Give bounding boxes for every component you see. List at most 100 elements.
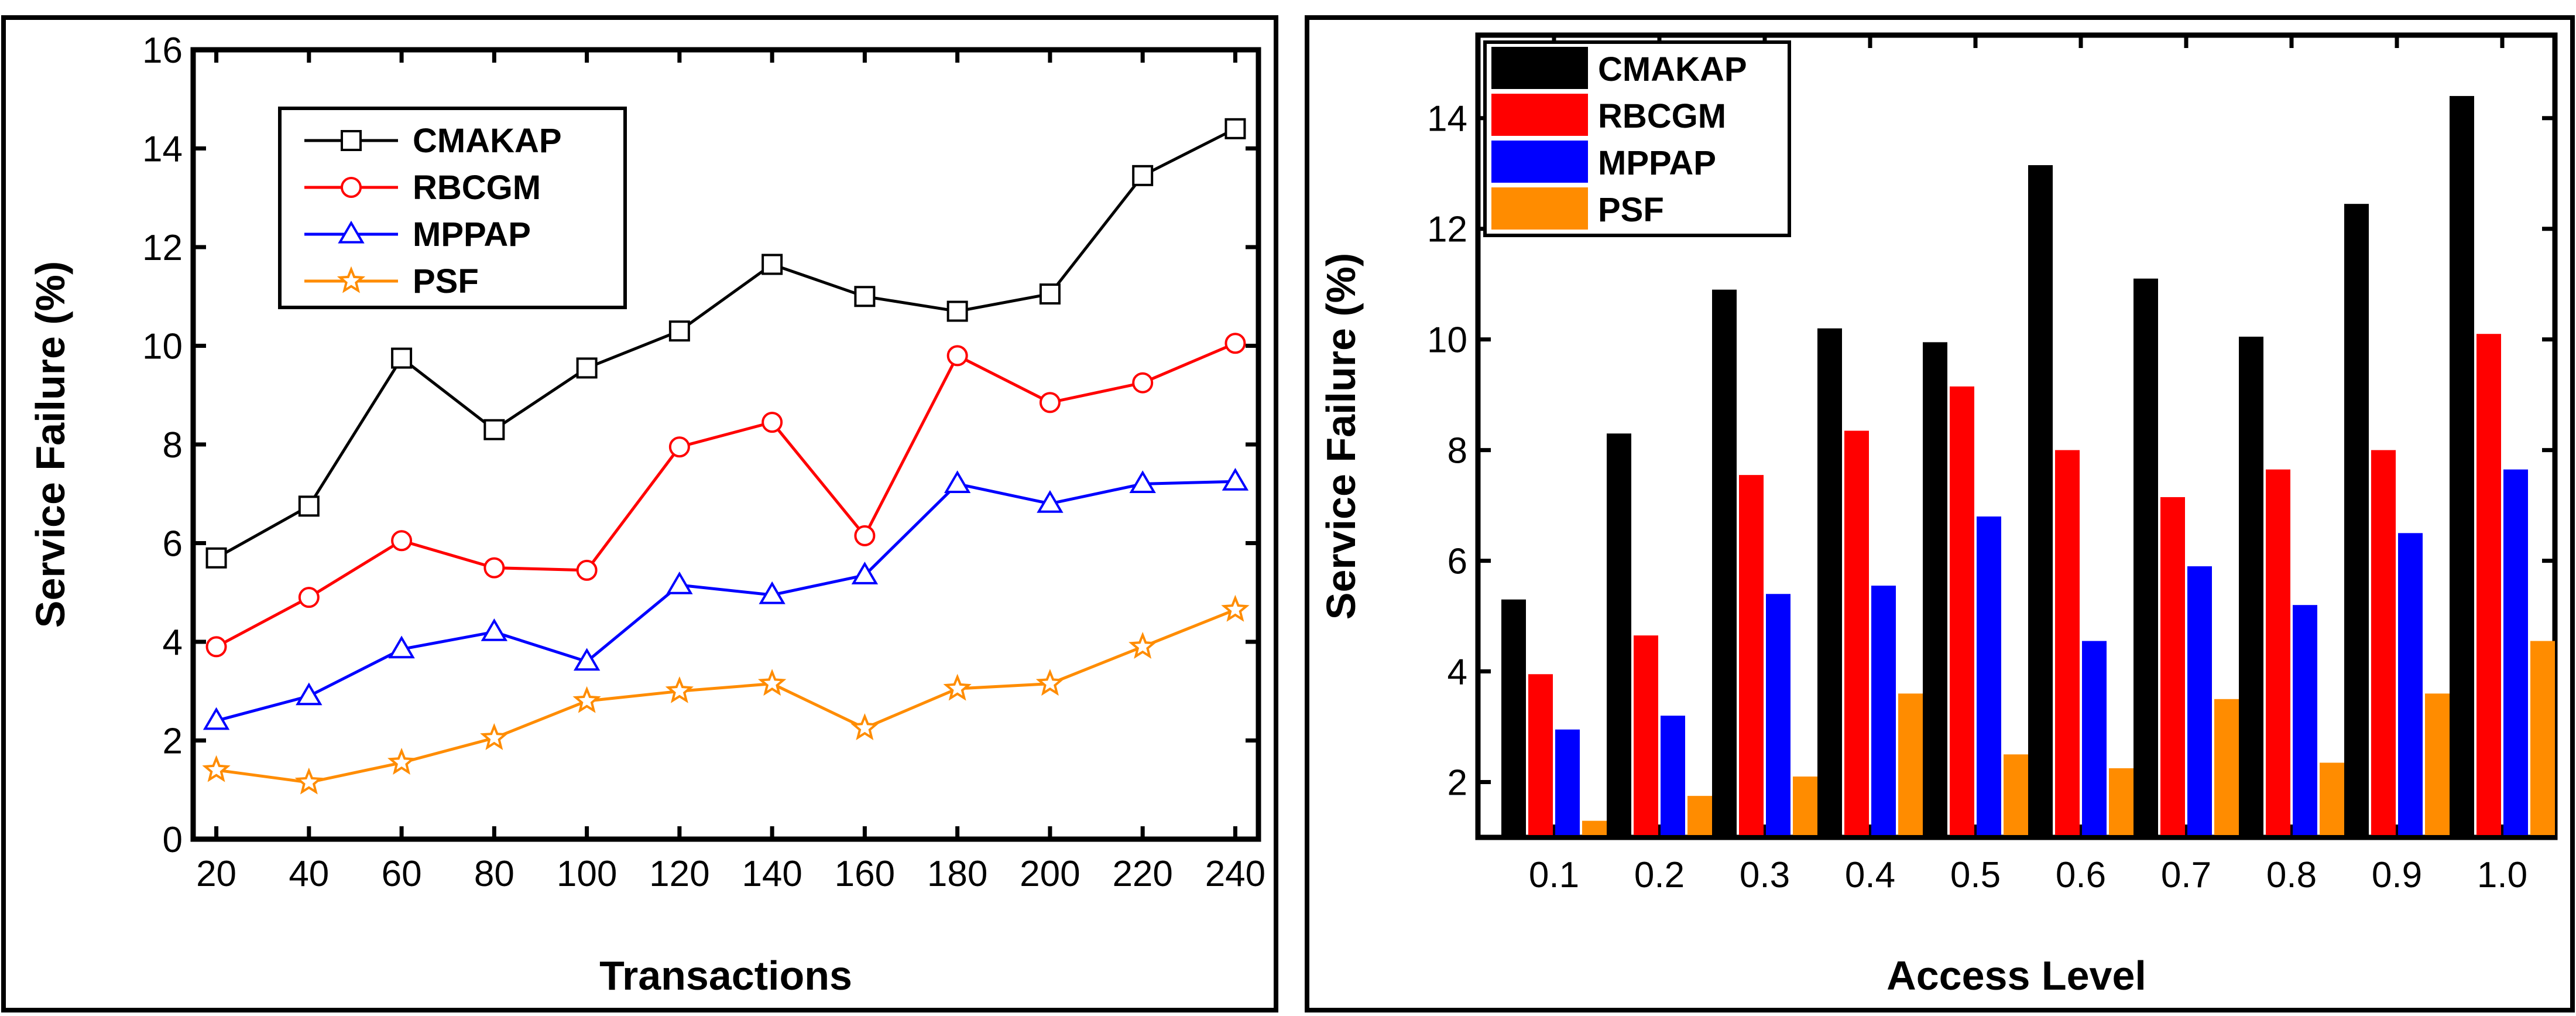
line-psf bbox=[216, 608, 1236, 784]
left-y-tick-label: 2 bbox=[163, 721, 183, 762]
point-rbcgm bbox=[1132, 372, 1154, 394]
bar-rbcgm bbox=[2476, 334, 2501, 835]
legend-label-rbcgm: RBCGM bbox=[1598, 97, 1726, 135]
bar-cmakap bbox=[1817, 328, 1842, 835]
left-x-tick-label: 240 bbox=[1205, 854, 1265, 894]
left-x-tick-label: 160 bbox=[835, 854, 895, 894]
legend-swatch-mppap bbox=[1491, 141, 1588, 183]
bar-psf bbox=[2320, 762, 2344, 835]
point-psf bbox=[387, 748, 416, 775]
right-x-tick-label: 0.7 bbox=[2161, 855, 2211, 895]
right-bars-group bbox=[1501, 95, 2555, 836]
right-x-tick-label: 0.8 bbox=[2266, 855, 2317, 895]
bar-mppap bbox=[1766, 594, 1790, 835]
bar-cmakap bbox=[1607, 433, 1631, 835]
point-mppap bbox=[1222, 468, 1249, 491]
point-psf bbox=[757, 669, 787, 696]
bar-psf bbox=[2530, 641, 2555, 835]
point-cmakap bbox=[762, 254, 783, 275]
right-y-tick-label: 4 bbox=[1448, 652, 1467, 693]
point-psf bbox=[294, 767, 323, 795]
point-rbcgm bbox=[1039, 392, 1061, 413]
left-y-tick-label: 10 bbox=[142, 327, 183, 367]
bar-psf bbox=[2004, 754, 2028, 835]
bar-cmakap bbox=[2450, 95, 2474, 835]
right-x-axis-label: Access Level bbox=[1886, 953, 2146, 998]
line-mppap bbox=[215, 480, 1236, 723]
point-mppap bbox=[481, 618, 508, 641]
right-x-tick-label: 0.9 bbox=[2372, 855, 2422, 895]
left-y-tick-label: 6 bbox=[163, 524, 183, 565]
point-psf bbox=[1035, 669, 1065, 696]
right-y-tick-label: 6 bbox=[1448, 542, 1467, 582]
right-x-tick-label: 0.3 bbox=[1740, 855, 1790, 895]
point-psf bbox=[850, 713, 879, 740]
bar-mppap bbox=[2293, 605, 2317, 835]
left-axes-ticks: 0 2 4 6 8 10 12 14 16 20 40 60 80 100 120 140 160 180 200 2… bbox=[142, 30, 1265, 894]
bar-rbcgm bbox=[2160, 497, 2185, 835]
point-rbcgm bbox=[391, 530, 413, 552]
bar-cmakap bbox=[2028, 165, 2053, 836]
bar-rbcgm bbox=[1634, 635, 1658, 835]
left-x-tick-label: 100 bbox=[557, 854, 617, 894]
bar-rbcgm bbox=[2055, 450, 2080, 835]
bar-psf bbox=[1582, 820, 1607, 835]
left-x-tick-label: 220 bbox=[1112, 854, 1172, 894]
right-y-axis-label: Service Failure (%) bbox=[1318, 253, 1364, 620]
left-x-tick-label: 60 bbox=[382, 854, 422, 894]
left-y-tick-label: 0 bbox=[163, 820, 183, 860]
right-x-tick-label: 0.2 bbox=[1634, 855, 1685, 895]
point-mppap bbox=[666, 571, 693, 594]
legend-label-cmakap: CMAKAP bbox=[413, 122, 562, 160]
legend-swatch-psf bbox=[1491, 187, 1588, 230]
left-x-tick-label: 80 bbox=[474, 854, 514, 894]
point-rbcgm bbox=[576, 559, 598, 581]
bar-cmakap bbox=[1712, 289, 1737, 835]
point-mppap bbox=[851, 562, 879, 584]
point-mppap bbox=[203, 707, 230, 730]
bar-psf bbox=[2214, 699, 2239, 835]
legend-label-mppap: MPPAP bbox=[1598, 144, 1716, 182]
bar-cmakap bbox=[1923, 342, 1947, 835]
point-rbcgm bbox=[298, 587, 320, 608]
point-cmakap bbox=[483, 419, 505, 440]
bar-cmakap bbox=[2133, 278, 2158, 836]
legend-label-psf: PSF bbox=[413, 262, 479, 300]
right-y-tick-label: 8 bbox=[1448, 431, 1467, 471]
right-x-tick-label: 0.4 bbox=[1845, 855, 1895, 895]
bar-mppap bbox=[2503, 469, 2528, 835]
point-mppap bbox=[1129, 470, 1156, 493]
left-y-tick-label: 12 bbox=[142, 228, 183, 268]
right-y-tick-label: 14 bbox=[1427, 99, 1467, 139]
right-panel-frame bbox=[1305, 15, 2575, 1012]
right-y-tick-label: 12 bbox=[1427, 210, 1467, 250]
point-rbcgm bbox=[1224, 333, 1246, 354]
point-cmakap bbox=[298, 495, 320, 517]
left-x-tick-label: 200 bbox=[1020, 854, 1080, 894]
point-psf bbox=[1221, 594, 1250, 622]
bar-psf bbox=[2109, 768, 2133, 835]
legend-label-cmakap: CMAKAP bbox=[1598, 50, 1747, 88]
point-rbcgm bbox=[854, 525, 876, 546]
bar-cmakap bbox=[2239, 336, 2263, 835]
bar-mppap bbox=[1661, 716, 1685, 835]
right-x-tick-label: 1.0 bbox=[2477, 855, 2527, 895]
right-legend: CMAKAP RBCGM MPPAP PSF bbox=[1483, 40, 1791, 237]
left-series-group bbox=[202, 118, 1250, 795]
right-y-tick-label: 10 bbox=[1427, 320, 1467, 361]
left-panel-frame bbox=[1, 15, 1278, 1012]
point-mppap bbox=[944, 470, 971, 493]
point-psf bbox=[665, 676, 694, 703]
right-x-tick-label: 0.5 bbox=[1950, 855, 2001, 895]
bar-rbcgm bbox=[1739, 475, 1764, 835]
left-y-axis-label: Service Failure (%) bbox=[28, 261, 73, 628]
point-mppap bbox=[296, 682, 323, 706]
bar-rbcgm bbox=[1528, 674, 1553, 835]
line-rbcgm bbox=[215, 342, 1236, 648]
bar-cmakap bbox=[2344, 204, 2369, 836]
bar-rbcgm bbox=[1844, 430, 1869, 835]
right-x-tick-label: 0.6 bbox=[2056, 855, 2106, 895]
bar-psf bbox=[1898, 693, 1923, 835]
left-x-tick-label: 180 bbox=[927, 854, 987, 894]
legend-swatch-cmakap bbox=[1491, 47, 1588, 89]
